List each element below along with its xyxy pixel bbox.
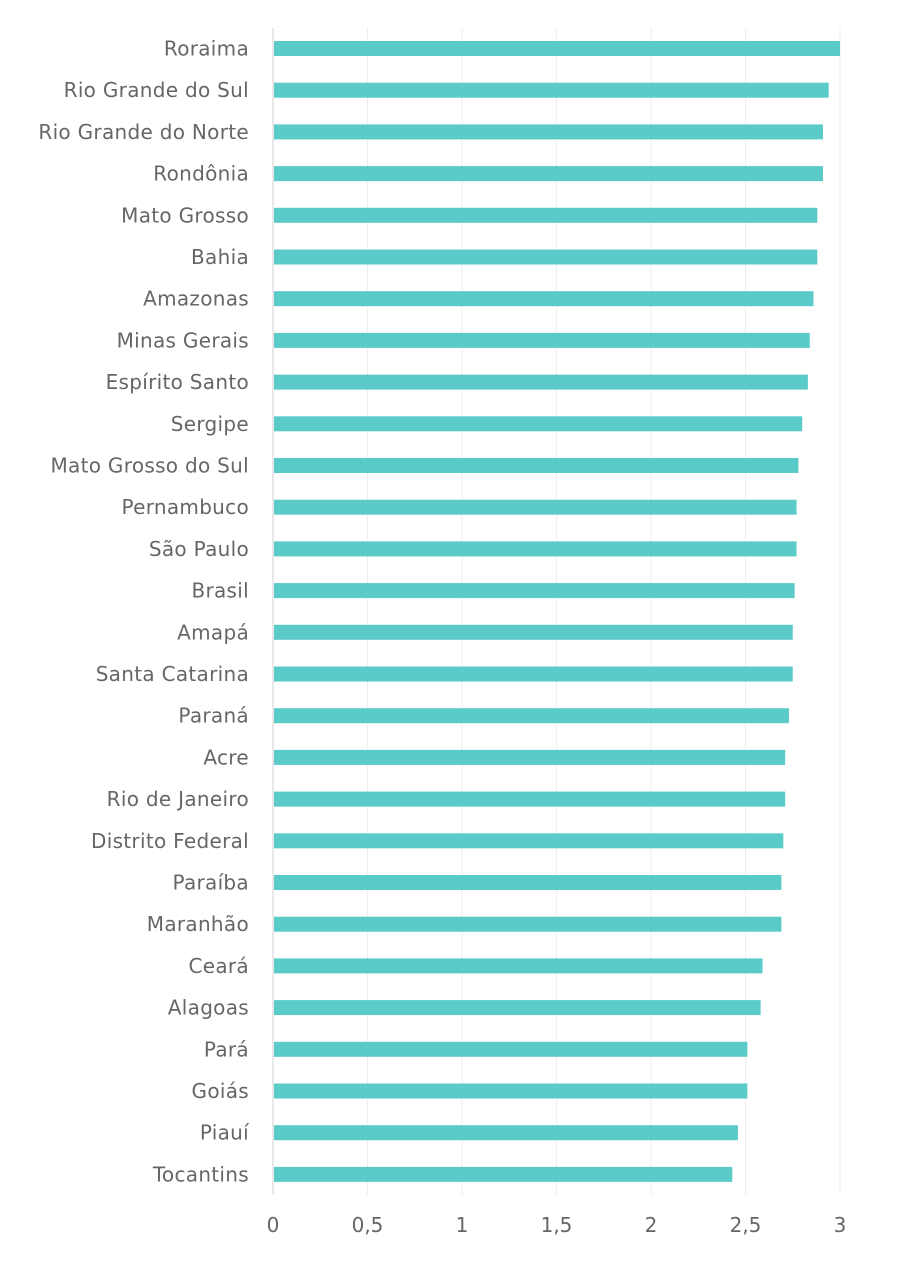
- category-label: Santa Catarina: [96, 662, 249, 686]
- grid-lines: [367, 28, 841, 1195]
- bar: [274, 1125, 738, 1141]
- category-label: Pará: [204, 1037, 249, 1061]
- bar: [274, 374, 808, 390]
- x-tick-label: 2,5: [730, 1213, 762, 1237]
- category-label: Rio Grande do Sul: [64, 78, 249, 102]
- bar: [274, 82, 829, 98]
- bar: [274, 207, 818, 223]
- bar: [274, 1083, 748, 1099]
- category-label: Alagoas: [168, 996, 249, 1020]
- bar: [274, 458, 799, 473]
- bar: [274, 1000, 761, 1016]
- x-tick-label: 1: [456, 1213, 469, 1237]
- bar: [274, 541, 797, 557]
- x-tick-label: 0,5: [352, 1213, 384, 1237]
- category-label: Pernambuco: [121, 495, 249, 519]
- category-label: Distrito Federal: [91, 829, 249, 853]
- category-label: Mato Grosso: [121, 203, 249, 227]
- bar: [274, 708, 789, 724]
- bar: [274, 249, 818, 265]
- category-label: Maranhão: [147, 912, 249, 936]
- bar: [274, 875, 782, 890]
- bar: [274, 166, 823, 182]
- category-label: Sergipe: [171, 412, 249, 436]
- bar: [274, 666, 793, 682]
- category-label: Rondônia: [153, 162, 249, 186]
- category-label: Bahia: [191, 245, 249, 269]
- category-label: Tocantins: [152, 1162, 249, 1186]
- category-label: Brasil: [191, 579, 249, 603]
- category-labels: Roraima Rio Grande do Sul Rio Grande do No…: [38, 37, 250, 1187]
- category-label: Ceará: [188, 954, 249, 978]
- category-label: Espírito Santo: [106, 370, 249, 394]
- bar: [274, 416, 803, 432]
- bar: [274, 1041, 748, 1057]
- category-label: Rio Grande do Norte: [38, 120, 249, 144]
- category-label: São Paulo: [149, 537, 249, 561]
- bar: [274, 624, 793, 640]
- bar: [274, 124, 823, 140]
- category-label: Minas Gerais: [117, 328, 249, 352]
- category-label: Paraná: [178, 704, 249, 728]
- category-label: Acre: [203, 745, 249, 769]
- x-tick-label: 3: [834, 1213, 847, 1237]
- x-tick-label: 1,5: [541, 1213, 573, 1237]
- bar: [274, 499, 797, 515]
- x-tick-labels: 0 0,5 1 1,5 2 2,5 3: [267, 1213, 847, 1237]
- category-label: Piauí: [200, 1121, 250, 1145]
- x-tick-label: 2: [645, 1213, 658, 1237]
- x-tick-label: 0: [267, 1213, 280, 1237]
- bar: [274, 583, 795, 599]
- bar: [274, 291, 814, 307]
- bar: [274, 1166, 733, 1182]
- bar: [274, 332, 810, 348]
- bar: [274, 916, 782, 932]
- category-label: Rio de Janeiro: [107, 787, 249, 811]
- bar: [274, 833, 784, 849]
- category-label: Amazonas: [143, 287, 249, 311]
- bars: [274, 41, 840, 1182]
- bar: [274, 749, 786, 765]
- category-label: Goiás: [192, 1079, 249, 1103]
- category-label: Amapá: [177, 620, 249, 644]
- category-label: Roraima: [164, 37, 249, 61]
- bar: [274, 958, 763, 974]
- bar: [274, 791, 786, 807]
- category-label: Mato Grosso do Sul: [50, 454, 249, 478]
- bar: [274, 41, 840, 56]
- category-label: Paraíba: [172, 871, 249, 895]
